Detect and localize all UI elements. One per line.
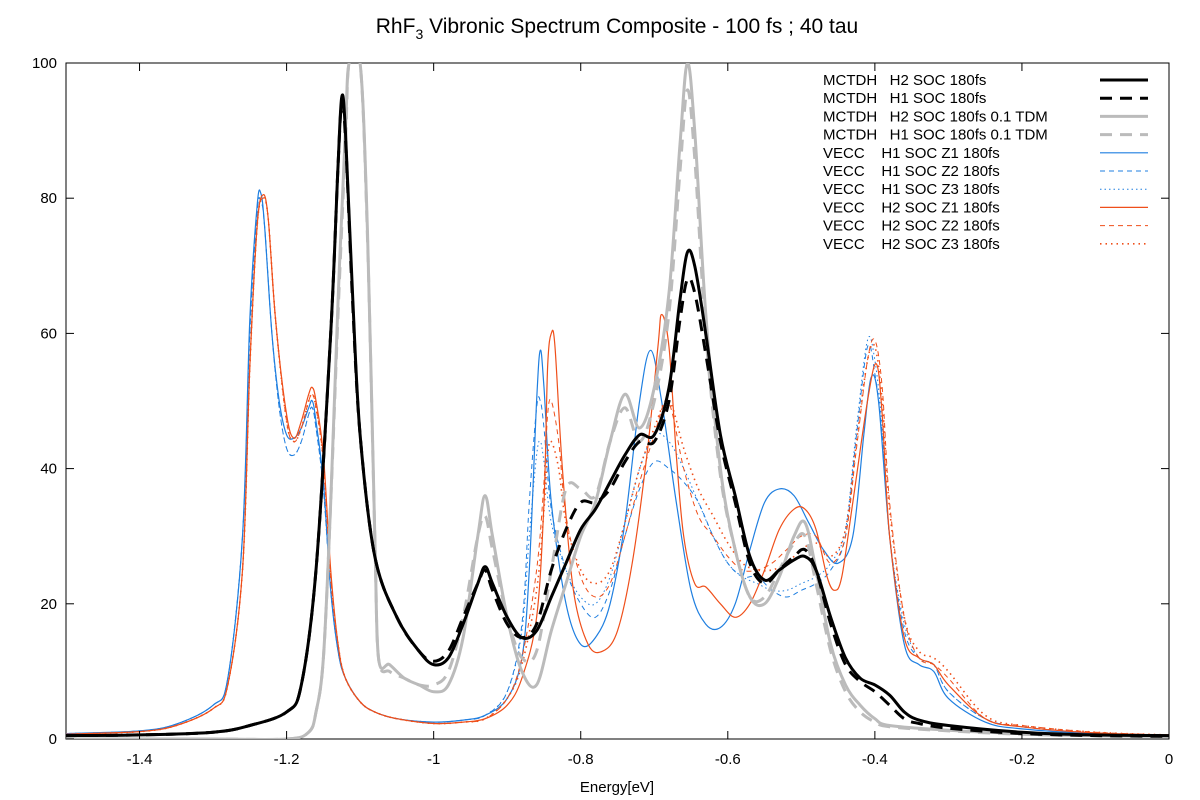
legend-label-mctdh-h2-soc: MCTDH H2 SOC 180fs <box>823 72 986 89</box>
series-group <box>66 63 1169 739</box>
legend-label-vecc-h2-z3: VECC H2 SOC Z3 180fs <box>823 236 1000 253</box>
x-tick-label: -0.2 <box>1009 751 1035 768</box>
legend-label-vecc-h1-z3: VECC H1 SOC Z3 180fs <box>823 181 1000 198</box>
y-axis: 0 20 40 60 80 100 <box>32 55 1169 748</box>
x-tick-label: -0.6 <box>715 751 741 768</box>
series-line-vecc-h1-z3 <box>66 197 1169 736</box>
legend-label-vecc-h1-z2: VECC H1 SOC Z2 180fs <box>823 163 1000 180</box>
x-tick-label: -1.2 <box>274 751 300 768</box>
x-axis: -1.4 -1.2 -1 -0.8 -0.6 -0.4 -0.2 0 <box>127 63 1173 768</box>
chart-title: RhF3 Vibronic Spectrum Composite - 100 f… <box>376 15 858 42</box>
y-tick-label: 100 <box>32 55 57 72</box>
y-tick-label: 20 <box>40 596 57 613</box>
legend-label-mctdh-h1-soc-tdm: MCTDH H1 SOC 180fs 0.1 TDM <box>823 127 1048 144</box>
x-tick-label: 0 <box>1165 751 1173 768</box>
series-line-vecc-h2-z1 <box>66 194 1169 736</box>
legend-label-mctdh-h2-soc-tdm: MCTDH H2 SOC 180fs 0.1 TDM <box>823 108 1048 125</box>
y-tick-label: 40 <box>40 461 57 478</box>
legend-label-vecc-h1-z1: VECC H1 SOC Z1 180fs <box>823 145 1000 162</box>
series-line-mctdh-h1-soc-tdm <box>66 63 1169 739</box>
plot-frame <box>65 62 1170 740</box>
x-tick-label: -0.8 <box>568 751 594 768</box>
series-line-mctdh-h1-soc <box>66 100 1169 738</box>
legend-label-mctdh-h1-soc: MCTDH H1 SOC 180fs <box>823 90 986 107</box>
y-tick-label: 0 <box>49 731 57 748</box>
x-tick-label: -1 <box>427 751 440 768</box>
x-tick-label: -1.4 <box>127 751 153 768</box>
plot-border <box>65 62 1170 740</box>
legend-label-vecc-h2-z2: VECC H2 SOC Z2 180fs <box>823 218 1000 235</box>
y-tick-label: 60 <box>40 325 57 342</box>
x-tick-label: -0.4 <box>862 751 888 768</box>
legend-label-vecc-h2-z1: VECC H2 SOC Z1 180fs <box>823 199 1000 216</box>
series-line-mctdh-h2-soc-tdm <box>66 63 1169 739</box>
x-axis-label: Energy[eV] <box>580 779 654 796</box>
series-line-vecc-h1-z2 <box>66 197 1169 736</box>
y-tick-label: 80 <box>40 190 57 207</box>
title-subscript: 3 <box>415 26 423 42</box>
series-line-vecc-h2-z2 <box>66 197 1169 736</box>
